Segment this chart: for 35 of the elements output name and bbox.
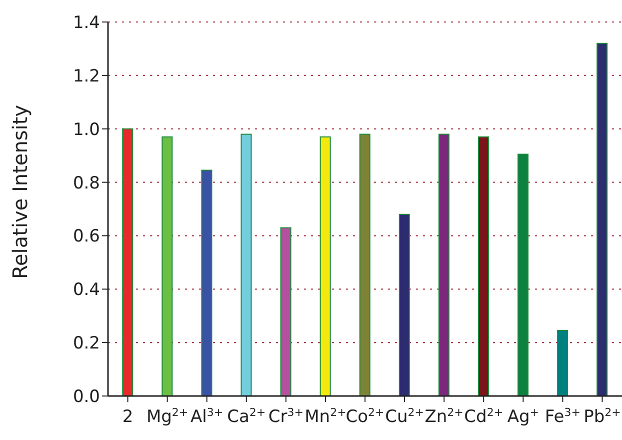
bar bbox=[359, 134, 370, 396]
x-tick-label: Cd$^{2+}$ bbox=[464, 406, 504, 427]
x-tick-label: Mn$^{2+}$ bbox=[304, 406, 346, 427]
x-tick-label: Zn$^{2+}$ bbox=[424, 406, 464, 427]
bar bbox=[162, 136, 173, 396]
bar bbox=[557, 330, 568, 396]
y-tick-label: 1.0 bbox=[72, 120, 100, 140]
x-tick-label: Al$^{3+}$ bbox=[190, 406, 224, 427]
bar bbox=[518, 154, 529, 396]
y-tick-label: 0.8 bbox=[72, 173, 100, 194]
x-tick-label: Pb$^{2+}$ bbox=[584, 406, 621, 427]
bar bbox=[122, 128, 134, 396]
y-tick-label: 0.4 bbox=[72, 280, 100, 300]
x-tick-label: Cu$^{2+}$ bbox=[385, 406, 424, 427]
bar bbox=[201, 170, 212, 396]
x-tick-label: 2 bbox=[122, 407, 134, 427]
y-tick-label: 0.6 bbox=[72, 226, 100, 247]
x-tick-label: Fe$^{3+}$ bbox=[544, 406, 580, 427]
bar bbox=[320, 136, 331, 396]
x-tick-label: Co$^{2+}$ bbox=[346, 406, 384, 427]
bar bbox=[240, 134, 252, 396]
y-tick-label: 0.0 bbox=[72, 387, 100, 408]
y-tick-label: 1.2 bbox=[72, 66, 100, 86]
bar bbox=[478, 136, 489, 396]
x-tick-label: Cr$^{3+}$ bbox=[268, 406, 304, 427]
y-axis-title: Relative Intensity bbox=[8, 104, 32, 279]
bar bbox=[398, 214, 410, 396]
x-tick-label: Mg$^{2+}$ bbox=[146, 406, 188, 427]
bar bbox=[596, 42, 608, 396]
y-tick-label: 0.2 bbox=[72, 334, 100, 354]
x-tick-label: Ag$^{+}$ bbox=[507, 406, 539, 427]
x-tick-label: Ca$^{2+}$ bbox=[227, 406, 266, 427]
y-tick-label: 1.4 bbox=[72, 13, 100, 34]
bar bbox=[438, 134, 450, 396]
bar bbox=[280, 227, 292, 396]
